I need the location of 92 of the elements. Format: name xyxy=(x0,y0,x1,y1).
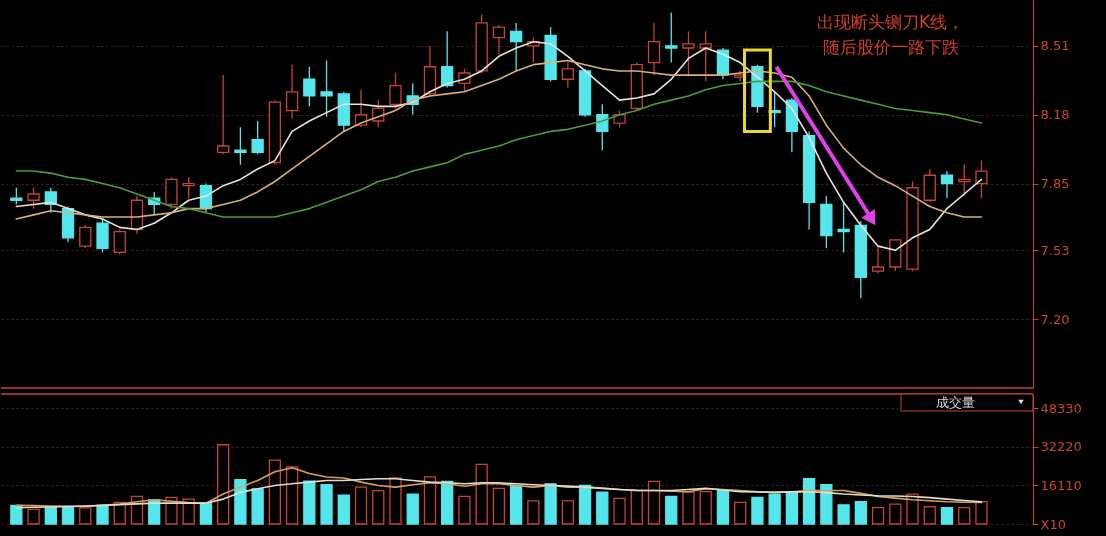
bar xyxy=(251,488,264,525)
bar xyxy=(509,484,523,525)
bar xyxy=(61,506,75,525)
bar xyxy=(734,501,747,525)
bar xyxy=(699,491,712,525)
candlestick xyxy=(871,245,885,274)
bar xyxy=(716,490,730,525)
y-tick-label: 8.51 xyxy=(1040,38,1070,54)
bar xyxy=(906,493,919,525)
candlestick xyxy=(303,66,316,108)
candlestick xyxy=(837,201,850,254)
y-tick-label: X10 xyxy=(1040,516,1066,532)
annotation: 出现断头铡刀K线， xyxy=(817,12,965,32)
bar xyxy=(285,466,299,525)
bar xyxy=(975,501,988,525)
bar xyxy=(372,490,385,525)
y-tick-label: 7.53 xyxy=(1040,242,1070,258)
bar xyxy=(820,484,833,525)
bar xyxy=(889,503,902,525)
bar xyxy=(596,491,609,525)
candlestick xyxy=(285,64,299,120)
bar xyxy=(389,477,402,525)
y-tick-label: 32220 xyxy=(1040,439,1082,455)
bar xyxy=(79,507,92,525)
bar xyxy=(199,502,213,525)
bar xyxy=(406,493,419,525)
bar xyxy=(871,507,885,525)
candlestick xyxy=(251,120,264,156)
candlestick xyxy=(389,72,402,110)
bar xyxy=(665,495,678,525)
bar xyxy=(217,444,230,525)
bar xyxy=(234,479,247,525)
candlestick xyxy=(320,59,333,118)
bar xyxy=(182,498,195,525)
bar xyxy=(475,463,488,525)
bar xyxy=(854,501,867,525)
bar xyxy=(923,506,936,525)
candlestick xyxy=(975,159,988,199)
line-series xyxy=(15,477,983,509)
annotation: 随后股价一路下跌 xyxy=(822,37,959,57)
bar xyxy=(837,504,850,525)
candlestick xyxy=(958,164,971,197)
bar xyxy=(354,486,368,525)
bar xyxy=(320,484,333,525)
bar xyxy=(458,495,471,525)
bar xyxy=(423,476,437,525)
candlestick xyxy=(647,22,661,76)
y-tick-label: 8.18 xyxy=(1040,107,1070,123)
y-tick-label: 7.85 xyxy=(1040,176,1070,192)
candlestick xyxy=(27,187,40,210)
bar xyxy=(682,491,695,525)
bar xyxy=(492,487,506,525)
chart-title: 成交量 xyxy=(935,395,975,410)
bar xyxy=(27,508,40,525)
bar xyxy=(96,504,109,525)
candlestick xyxy=(682,30,695,76)
bar xyxy=(561,500,574,525)
candlestick xyxy=(596,103,609,151)
candlestick xyxy=(234,126,247,166)
candlestick xyxy=(217,74,230,156)
bar xyxy=(544,483,557,525)
candlestick xyxy=(940,170,954,199)
candlestick xyxy=(113,228,126,256)
bar xyxy=(802,478,816,525)
candlestick xyxy=(182,176,195,199)
candlestick xyxy=(665,11,678,64)
y-tick-label: 7.20 xyxy=(1040,311,1070,327)
bar xyxy=(527,500,540,525)
bar xyxy=(630,490,643,525)
candlestick xyxy=(441,30,454,89)
candlestick xyxy=(492,24,506,55)
bar xyxy=(113,501,126,525)
y-tick-label: 16110 xyxy=(1040,477,1082,493)
bar xyxy=(303,480,316,525)
candlestick xyxy=(79,224,92,249)
bar xyxy=(751,496,764,525)
bar xyxy=(337,494,350,525)
candlestick xyxy=(509,22,523,72)
bar xyxy=(268,459,282,525)
bar xyxy=(578,484,592,525)
bar xyxy=(647,480,661,525)
bar xyxy=(768,493,781,525)
bar xyxy=(785,491,799,525)
bar xyxy=(10,504,23,525)
y-tick-label: 48330 xyxy=(1040,400,1082,416)
candlestick xyxy=(699,30,712,82)
bar xyxy=(613,497,626,525)
bar xyxy=(441,480,454,525)
candlestick xyxy=(561,61,574,89)
bar xyxy=(958,507,971,525)
bar xyxy=(940,507,954,525)
bar xyxy=(44,507,57,525)
